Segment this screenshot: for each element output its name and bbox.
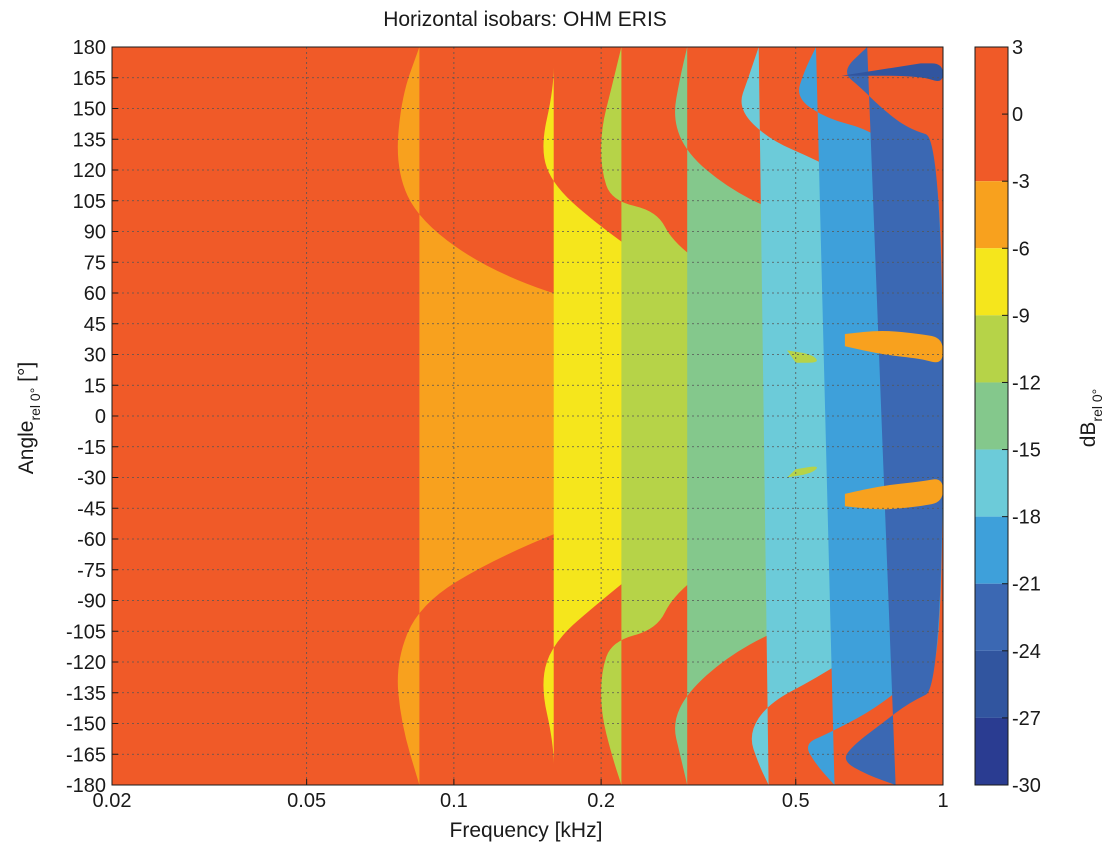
y-tick-label-6: 90: [84, 222, 106, 244]
contour-region-11: [787, 466, 817, 478]
y-axis-label-sub: rel 0°: [27, 388, 43, 421]
contour-region-10: [787, 350, 817, 363]
grid-lines: [112, 47, 943, 785]
colorbar-band-5: [975, 449, 1008, 517]
colorbar-band-8: [975, 650, 1008, 718]
y-tick-label-8: 60: [84, 283, 106, 305]
y-tick-label-0: 180: [73, 37, 106, 59]
colorbar-tick-label-9: -24: [1012, 641, 1041, 663]
contour-region-9: [844, 479, 943, 510]
colorbar: [975, 47, 1008, 785]
y-tick-label-5: 105: [73, 191, 106, 213]
y-tick-label-19: -105: [66, 621, 106, 643]
y-tick-label-12: 0: [95, 406, 106, 428]
colorbar-tick-label-1: 0: [1012, 104, 1023, 126]
x-axis-label: Frequency [kHz]: [450, 819, 603, 842]
colorbar-label-sub: rel 0°: [1089, 389, 1105, 422]
x-tick-label-4: 0.5: [782, 790, 810, 812]
colorbar-tick-label-4: -9: [1012, 305, 1030, 327]
y-tick-label-17: -75: [77, 560, 106, 582]
colorbar-tick-label-2: -3: [1012, 171, 1030, 193]
y-tick-label-3: 135: [73, 129, 106, 151]
colorbar-tick-label-6: -15: [1012, 440, 1041, 462]
colorbar-tick-label-11: -30: [1012, 775, 1041, 797]
plot-area: [112, 47, 943, 785]
colorbar-band-2: [975, 248, 1008, 316]
colorbar-band-7: [975, 583, 1008, 651]
colorbar-tick-label-5: -12: [1012, 372, 1041, 394]
colorbar-tick-label-0: 3: [1012, 37, 1023, 59]
y-tick-label-18: -90: [77, 591, 106, 613]
y-tick-label-21: -135: [66, 683, 106, 705]
y-tick-label-10: 30: [84, 345, 106, 367]
y-tick-label-11: 15: [84, 375, 106, 397]
colorbar-label: dBrel 0°: [1077, 389, 1105, 448]
x-axis-ticks: 0.02 0.05 0.1 0.2 0.5 1: [93, 779, 949, 812]
y-tick-label-24: -180: [66, 775, 106, 797]
y-tick-label-4: 120: [73, 160, 106, 182]
colorbar-band-3: [975, 315, 1008, 383]
colorbar-frame: [974, 46, 1009, 786]
colorbar-tick-label-10: -27: [1012, 708, 1041, 730]
y-axis-label: Anglerel 0° [°]: [15, 362, 43, 474]
y-tick-label-13: -15: [77, 437, 106, 459]
x-tick-label-1: 0.05: [287, 790, 326, 812]
colorbar-tick-label-7: -18: [1012, 507, 1041, 529]
y-tick-label-22: -150: [66, 714, 106, 736]
y-axis-ticks: 1801651501351201059075604530150-15-30-45…: [66, 37, 118, 797]
colorbar-tick-label-8: -21: [1012, 574, 1041, 596]
y-tick-label-7: 75: [84, 252, 106, 274]
y-tick-label-1: 165: [73, 68, 106, 90]
colorbar-ticks: 3 0 -3 -6 -9 -12 -15 -18 -21 -24 -27 -30: [1002, 37, 1041, 797]
y-axis-label-unit: [°]: [15, 362, 38, 388]
y-tick-label-9: 45: [84, 314, 106, 336]
colorbar-tick-label-3: -6: [1012, 238, 1030, 260]
y-tick-label-16: -60: [77, 529, 106, 551]
x-tick-label-2: 0.1: [440, 790, 468, 812]
contour-region-7: [841, 63, 943, 81]
x-tick-label-3: 0.2: [587, 790, 615, 812]
colorbar-band-4: [975, 382, 1008, 450]
x-tick-label-0: 0.02: [93, 790, 132, 812]
y-tick-label-23: -165: [66, 744, 106, 766]
y-tick-label-14: -30: [77, 468, 106, 490]
colorbar-label-main: dB: [1077, 422, 1100, 448]
chart-title: Horizontal isobars: OHM ERIS: [383, 8, 667, 31]
y-tick-label-15: -45: [77, 498, 106, 520]
colorbar-band-9: [975, 717, 1008, 785]
y-axis-label-main: Angle: [15, 421, 38, 475]
y-tick-label-2: 150: [73, 99, 106, 121]
x-tick-label-5: 1: [937, 790, 948, 812]
colorbar-band-1: [975, 181, 1008, 249]
colorbar-band-6: [975, 516, 1008, 584]
y-tick-label-20: -120: [66, 652, 106, 674]
